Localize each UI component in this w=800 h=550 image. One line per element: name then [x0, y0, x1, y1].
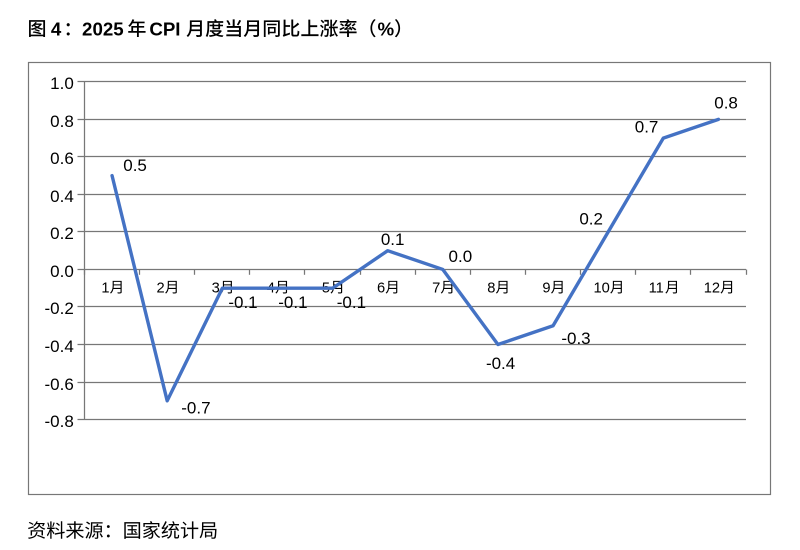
- svg-text:0.5: 0.5: [123, 156, 147, 175]
- svg-text:1.0: 1.0: [50, 74, 74, 93]
- svg-text:12: 12: [704, 280, 720, 296]
- svg-text:-0.2: -0.2: [45, 299, 74, 318]
- svg-text:7: 7: [432, 280, 440, 296]
- svg-text:8: 8: [487, 280, 495, 296]
- svg-text:10: 10: [593, 280, 609, 296]
- svg-text:6: 6: [377, 280, 385, 296]
- svg-text:-0.1: -0.1: [228, 293, 257, 312]
- svg-text:0.2: 0.2: [579, 210, 603, 229]
- svg-text:0.8: 0.8: [714, 94, 738, 113]
- svg-text:2: 2: [157, 280, 165, 296]
- svg-text:4: 4: [51, 18, 62, 39]
- svg-text:-0.4: -0.4: [45, 337, 74, 356]
- svg-text:0.0: 0.0: [449, 247, 473, 266]
- svg-text:-0.8: -0.8: [45, 412, 74, 431]
- svg-text:9: 9: [542, 280, 550, 296]
- svg-text:0.7: 0.7: [635, 118, 659, 137]
- svg-text:-0.1: -0.1: [337, 293, 366, 312]
- svg-text:-0.4: -0.4: [486, 354, 515, 373]
- svg-text:0.0: 0.0: [50, 262, 74, 281]
- svg-text:CPI: CPI: [149, 18, 180, 39]
- svg-text:0.4: 0.4: [50, 187, 74, 206]
- svg-text:%: %: [378, 18, 395, 39]
- svg-text:0.1: 0.1: [381, 230, 405, 249]
- svg-text:-0.6: -0.6: [45, 375, 74, 394]
- svg-text:1: 1: [101, 280, 109, 296]
- svg-text:3: 3: [212, 280, 220, 296]
- svg-text:-0.3: -0.3: [561, 329, 590, 348]
- svg-text:0.2: 0.2: [50, 224, 74, 243]
- svg-text:2025: 2025: [82, 18, 124, 39]
- svg-text:0.8: 0.8: [50, 112, 74, 131]
- svg-text:11: 11: [649, 280, 664, 296]
- svg-text:-0.7: -0.7: [181, 398, 210, 417]
- svg-text:-0.1: -0.1: [278, 293, 307, 312]
- svg-text:0.6: 0.6: [50, 149, 74, 168]
